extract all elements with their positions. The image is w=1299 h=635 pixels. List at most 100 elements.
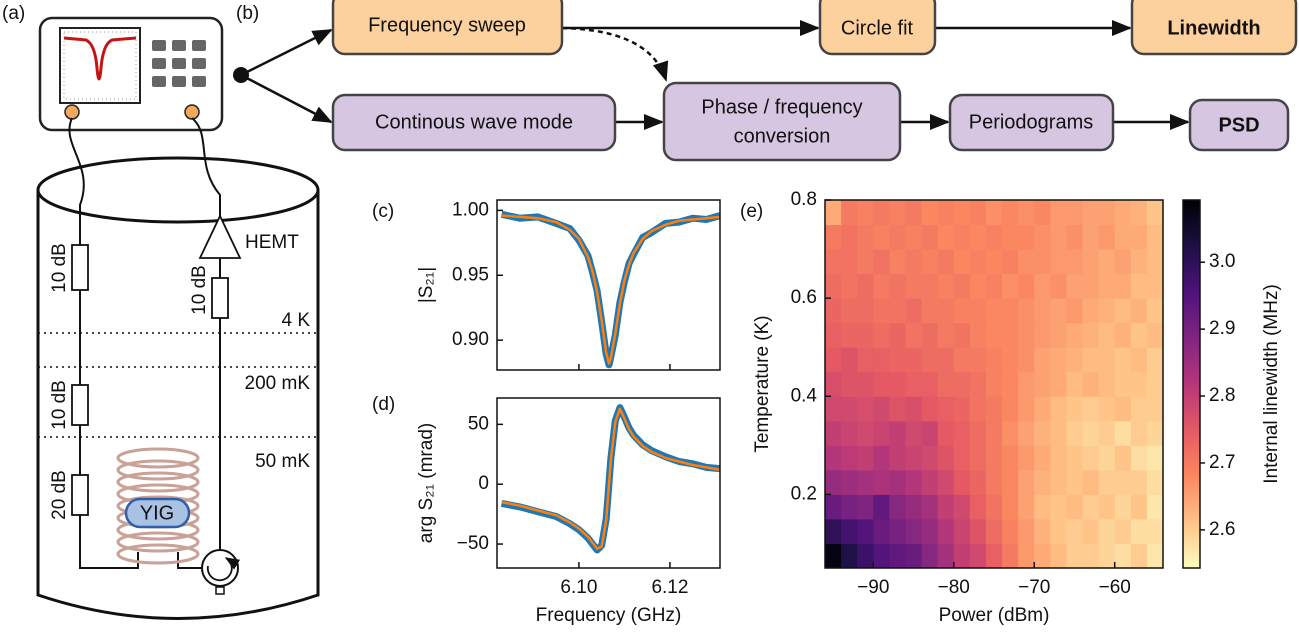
heatmap-cell [1098, 200, 1116, 226]
heatmap-cell [905, 396, 923, 422]
heatmap-cell [985, 518, 1003, 544]
x-axis-label: Power (dBm) [939, 605, 1050, 626]
heatmap-cell [1066, 469, 1084, 495]
heatmap-cell [825, 420, 842, 446]
y-tick-label: 50 [468, 413, 489, 434]
series-line [501, 407, 720, 551]
heatmap-cell [889, 224, 906, 250]
heatmap-cell [1098, 420, 1116, 446]
heatmap-cell [857, 469, 874, 495]
heatmap-cell [873, 371, 890, 397]
heatmap-cell [1018, 469, 1035, 495]
heatmap-cell [1114, 200, 1132, 226]
heatmap-cell [1114, 543, 1132, 569]
x-axis-label: Frequency (GHz) [536, 605, 682, 626]
heatmap-cell [1002, 445, 1019, 471]
heatmap-cell [1034, 371, 1051, 397]
heatmap-cell [905, 469, 923, 495]
heatmap-cell [905, 494, 923, 520]
heatmap-cell [841, 347, 858, 373]
heatmap-cell [1034, 445, 1051, 471]
heatmap-cell [937, 445, 955, 471]
heatmap-cell [921, 420, 939, 446]
heatmap-cell [1082, 224, 1100, 250]
heatmap-cell [1098, 469, 1116, 495]
heatmap-cell [1146, 249, 1164, 275]
heatmap-cell [985, 200, 1003, 226]
heatmap-cell [937, 322, 955, 348]
heatmap-cell [889, 322, 906, 348]
heatmap-cell [985, 347, 1003, 373]
heatmap-cell [1034, 347, 1051, 373]
heatmap-cell [825, 224, 842, 250]
heatmap-cell [953, 445, 971, 471]
colorbar-tick-label: 3.0 [1209, 251, 1235, 272]
x-tick-label: 6.10 [560, 577, 597, 598]
heatmap-cell [1066, 347, 1084, 373]
heatmap-cell [1034, 249, 1051, 275]
axes-frame [496, 199, 721, 371]
heatmap-cell [969, 396, 987, 422]
heatmap-cell [1130, 518, 1148, 544]
heatmap-cell [889, 347, 906, 373]
colorbar-tick-label: 2.6 [1209, 519, 1235, 540]
heatmap-cell [1114, 420, 1132, 446]
panel-label: (e) [740, 201, 763, 222]
heatmap-cell [1098, 494, 1116, 520]
heatmap-cell [857, 396, 874, 422]
heatmap-cell [1050, 518, 1067, 544]
heatmap-cell [953, 298, 971, 324]
heatmap-cell [1002, 224, 1019, 250]
heatmap-cell [1114, 347, 1132, 373]
flow-node: PSD [1218, 114, 1259, 136]
heatmap-cell [1130, 396, 1148, 422]
x-tick-label: −60 [1099, 577, 1131, 598]
heatmap-cell [857, 371, 874, 397]
heatmap-cell [969, 249, 987, 275]
heatmap-cell [1034, 224, 1051, 250]
heatmap-cell [841, 445, 858, 471]
heatmap-cell [953, 518, 971, 544]
heatmap-cell [969, 298, 987, 324]
heatmap-cell [905, 543, 923, 569]
stage-label: 4 K [281, 310, 310, 331]
y-tick-label: 0 [478, 473, 489, 494]
heatmap-cell [1002, 396, 1019, 422]
heatmap-cell [857, 298, 874, 324]
y-tick-label: 1.00 [452, 199, 489, 220]
heatmap-cell [1114, 371, 1132, 397]
heatmap-cell [1018, 224, 1035, 250]
axes-frame [496, 397, 721, 569]
heatmap-cell [857, 273, 874, 299]
heatmap-cell [937, 469, 955, 495]
heatmap-cell [905, 420, 923, 446]
heatmap-cell [1050, 249, 1067, 275]
flow-node: conversion [734, 125, 831, 147]
heatmap-cell [937, 298, 955, 324]
heatmap-cell [937, 249, 955, 275]
heatmap-cell [1130, 298, 1148, 324]
heatmap-cell [857, 347, 874, 373]
heatmap-cell [1002, 420, 1019, 446]
heatmap-cell [1050, 298, 1067, 324]
heatmap-cell [873, 273, 890, 299]
heatmap-cell [1066, 322, 1084, 348]
heatmap-cell [1098, 543, 1116, 569]
heatmap-cell [1130, 445, 1148, 471]
heatmap-cell [841, 371, 858, 397]
heatmap-cell [1066, 249, 1084, 275]
heatmap-cell [1050, 543, 1067, 569]
heatmap-cell [1018, 249, 1035, 275]
heatmap-cell [1034, 494, 1051, 520]
heatmap-cell [1002, 298, 1019, 324]
heatmap-cell [969, 494, 987, 520]
heatmap-cell [953, 469, 971, 495]
heatmap-cell [921, 322, 939, 348]
heatmap-cell [1034, 396, 1051, 422]
heatmap-cell [1130, 420, 1148, 446]
heatmap-cell [905, 347, 923, 373]
heatmap-cell [1034, 298, 1051, 324]
heatmap-cell [889, 298, 906, 324]
heatmap-cell [889, 543, 906, 569]
heatmap-cell [1098, 298, 1116, 324]
